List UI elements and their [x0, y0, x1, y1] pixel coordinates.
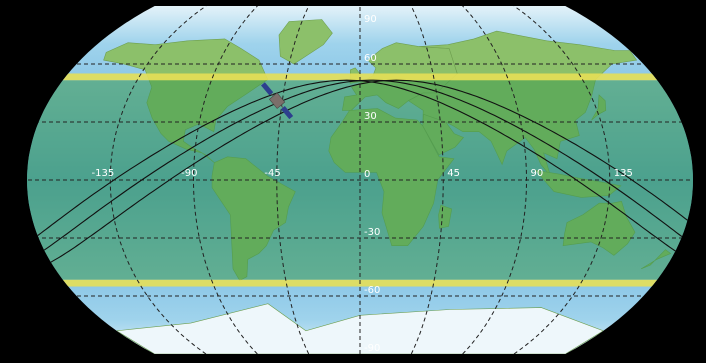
- latitude-label: 30: [364, 111, 377, 122]
- longitude-label: -90: [181, 168, 197, 179]
- ground-track: [27, 79, 693, 275]
- meridian-line: [410, 6, 444, 354]
- latitude-label: 60: [364, 53, 377, 64]
- longitude-label: -135: [92, 168, 115, 179]
- longitude-label: -45: [264, 168, 280, 179]
- meridian-line: [193, 6, 258, 354]
- coverage-band-north-edge: [27, 73, 693, 81]
- latitude-label: -30: [364, 227, 380, 238]
- coverage-band-south-edge: [27, 279, 693, 287]
- latitude-label: -90: [364, 343, 380, 354]
- graticule-labels: 90 60 30 0 -30 -60 -90 -135 -90 -45 45 90 135: [92, 14, 633, 354]
- graticule: [27, 6, 693, 354]
- meridian-line: [276, 6, 310, 354]
- latitude-label: -60: [364, 285, 380, 296]
- greenland-landmass: [278, 19, 333, 65]
- ground-tracks: [27, 79, 693, 275]
- satellite-icon: [261, 82, 294, 120]
- longitude-label: 45: [447, 168, 460, 179]
- latitude-label: 90: [364, 14, 377, 25]
- latitude-label: 0: [364, 169, 370, 180]
- meridian-line: [109, 6, 207, 354]
- longitude-label: 135: [614, 168, 633, 179]
- meridian-line: [462, 6, 527, 354]
- solar-panel-left: [261, 82, 274, 96]
- satellite-body: [268, 92, 286, 109]
- longitude-label: 90: [531, 168, 544, 179]
- antarctica-landmass: [115, 303, 605, 354]
- satellite: [261, 82, 294, 120]
- ground-track: [27, 79, 693, 266]
- meridian-line: [513, 6, 611, 354]
- solar-panel-right: [280, 105, 294, 120]
